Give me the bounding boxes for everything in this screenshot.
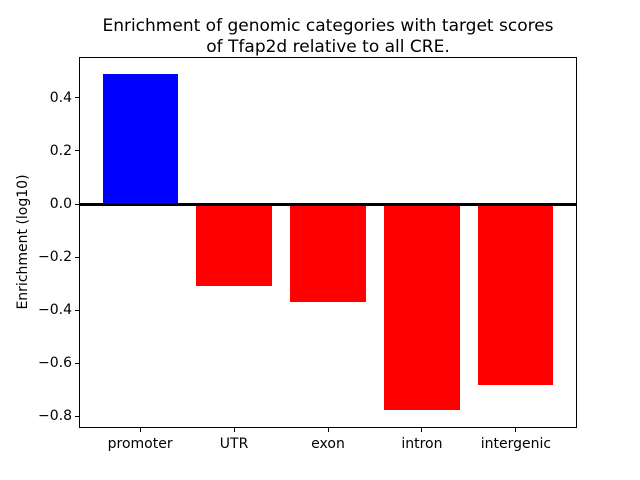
y-tick (75, 97, 79, 99)
y-tick-label: −0.6 (38, 355, 72, 372)
x-tick (327, 428, 329, 432)
x-tick-label: intergenic (480, 436, 552, 452)
y-tick-label: −0.8 (38, 408, 72, 425)
x-tick-label: promoter (107, 436, 173, 452)
bar-UTR (196, 204, 272, 287)
y-tick-label: 0.2 (49, 142, 72, 159)
x-tick-label: UTR (219, 436, 249, 452)
y-tick (75, 256, 79, 258)
y-tick (75, 309, 79, 311)
bar-intron (384, 204, 460, 410)
y-tick-label: 0.0 (49, 196, 72, 212)
y-tick-label: 0.4 (49, 89, 72, 106)
x-tick (139, 428, 141, 432)
y-tick (75, 203, 79, 205)
bar-intergenic (478, 204, 554, 385)
x-tick (421, 428, 423, 432)
y-tick (75, 415, 79, 417)
y-tick (75, 362, 79, 364)
x-tick-label: exon (311, 436, 345, 452)
chart-title: Enrichment of genomic categories with ta… (102, 16, 554, 57)
x-tick (515, 428, 517, 432)
zero-line (80, 202, 576, 206)
bar-promoter (102, 73, 178, 204)
bar-exon (290, 204, 366, 303)
y-tick-label: −0.2 (38, 249, 72, 266)
x-tick-label: intron (401, 436, 443, 452)
x-tick (233, 428, 235, 432)
plot-area: 0.4 0.2 0.0 −0.2 −0.4 −0.6 −0.8 promoter UTR exon… (38, 57, 577, 452)
y-tick-label: −0.4 (38, 302, 72, 319)
y-tick (75, 150, 79, 152)
